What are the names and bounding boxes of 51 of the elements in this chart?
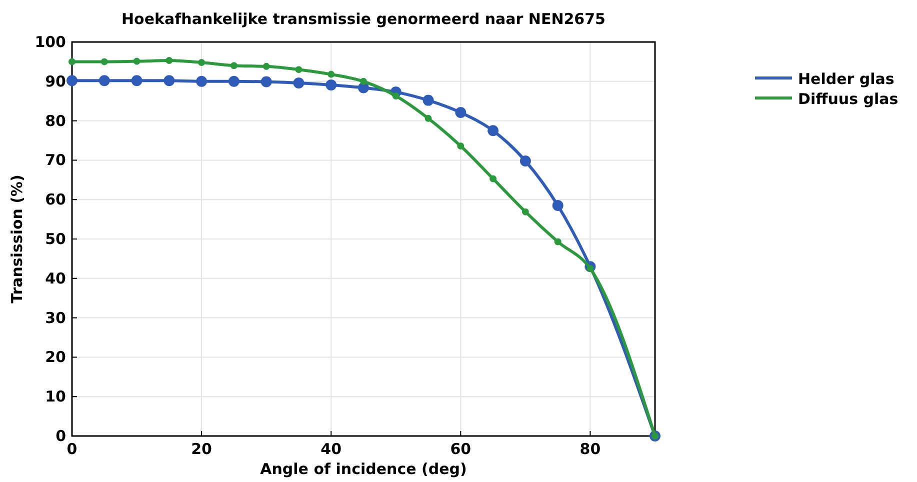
y-tick-label: 20 [45,348,66,366]
point [131,75,142,86]
point [422,94,434,106]
x-tick-label: 40 [320,440,342,458]
legend-label: Helder glas [798,70,894,88]
legend-label: Diffuus glas [798,90,898,108]
y-tick-label: 90 [45,72,66,90]
point [554,238,562,246]
point [98,75,110,86]
point [262,62,270,70]
y-tick-label: 30 [45,308,66,327]
point [133,58,140,65]
point [68,58,76,66]
y-tick-label: 40 [45,269,66,288]
point [228,76,240,87]
x-tick-label: 0 [66,440,78,458]
point [488,125,499,136]
x-axis-title: Angle of incidence (deg) [260,460,467,478]
point [164,75,175,86]
point [66,75,78,86]
point [293,77,304,88]
point [455,107,466,118]
point [520,155,531,166]
point [260,76,272,88]
x-tick-label: 20 [191,440,212,458]
point [424,114,432,122]
point [100,58,108,66]
point [230,62,238,70]
point [328,70,335,78]
y-tick-label: 60 [45,190,66,209]
point [198,58,206,66]
chart-title: Hoekafhankelijke transmissie genormeerd naar NEN2675 [121,10,606,28]
point [490,175,497,182]
y-tick-label: 50 [45,230,66,248]
point [457,142,464,150]
x-tick-label: 80 [580,440,601,458]
x-tick-label: 60 [450,440,472,458]
point [522,208,529,216]
point [196,76,208,87]
y-tick-label: 100 [34,33,66,51]
point [326,79,337,90]
y-tick-label: 10 [45,388,66,406]
y-tick-label: 80 [45,112,66,130]
point [295,66,302,74]
point [552,200,564,212]
point [166,57,173,64]
y-tick-label: 0 [56,427,66,445]
point [392,92,400,100]
y-axis-title: Transission (%) [8,174,26,304]
y-tick-label: 70 [45,151,66,170]
point [360,78,367,85]
